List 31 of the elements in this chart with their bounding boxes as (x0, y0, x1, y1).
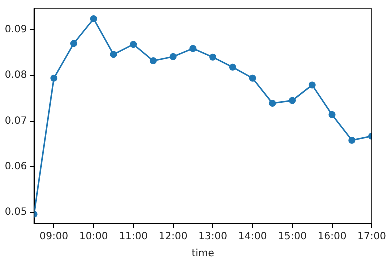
y-tick-label: 0.08 (5, 70, 28, 82)
x-tick-label: 12:00 (158, 232, 188, 243)
point (229, 64, 236, 71)
point (289, 97, 296, 104)
point (210, 54, 217, 61)
point (170, 53, 177, 60)
y-tick-label: 0.09 (5, 24, 28, 36)
y-tick-label: 0.07 (5, 116, 28, 127)
point (348, 136, 356, 144)
x-tick-label: 15:00 (278, 232, 307, 243)
point (50, 74, 58, 82)
x-tick-label: 17:00 (358, 232, 386, 243)
point (130, 41, 138, 48)
point (249, 74, 256, 82)
x-axis-title: time (192, 248, 214, 260)
x-tick-label: 10:00 (79, 232, 108, 243)
point (150, 58, 157, 65)
point (328, 111, 336, 118)
x-tick-label: 09:00 (40, 232, 69, 243)
point (70, 40, 78, 48)
point (308, 82, 316, 89)
point (269, 100, 276, 107)
point (90, 16, 98, 23)
x-tick-label: 14:00 (238, 232, 268, 243)
point (110, 51, 118, 58)
x-tick-label: 13:00 (198, 232, 228, 243)
point (190, 45, 197, 52)
x-tick-label: 16:00 (318, 232, 347, 243)
x-tick-label: 11:00 (119, 232, 148, 243)
y-tick-label: 0.05 (5, 207, 28, 218)
y-tick-label: 0.06 (5, 162, 28, 173)
